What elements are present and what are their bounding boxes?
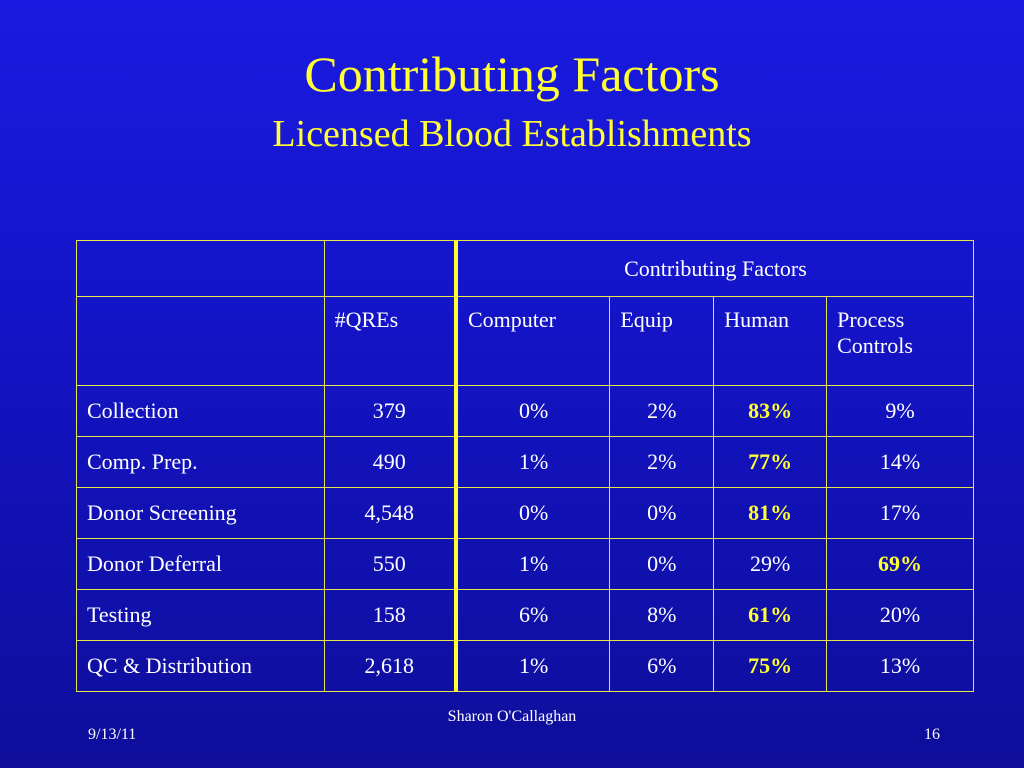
computer-cell: 6% bbox=[453, 589, 611, 641]
table-row: Testing 158 6% 8% 61% 20% bbox=[76, 589, 974, 641]
process-controls-cell: 69% bbox=[826, 538, 974, 590]
table-empty-header-cell bbox=[323, 240, 457, 297]
row-label-cell: Comp. Prep. bbox=[76, 436, 325, 488]
column-header-computer: Computer bbox=[453, 296, 611, 386]
human-cell: 29% bbox=[713, 538, 828, 590]
row-label-cell: Donor Deferral bbox=[76, 538, 325, 590]
equip-cell: 0% bbox=[609, 538, 715, 590]
table-row: Donor Screening 4,548 0% 0% 81% 17% bbox=[76, 487, 974, 539]
row-label-cell: Collection bbox=[76, 385, 325, 437]
equip-cell: 2% bbox=[609, 385, 715, 437]
process-controls-cell: 14% bbox=[826, 436, 974, 488]
qres-cell: 158 bbox=[323, 589, 457, 641]
row-label-cell: Testing bbox=[76, 589, 325, 641]
qres-cell: 550 bbox=[323, 538, 457, 590]
column-header-label bbox=[76, 296, 325, 386]
column-header-human: Human bbox=[713, 296, 828, 386]
table-row: Donor Deferral 550 1% 0% 29% 69% bbox=[76, 538, 974, 590]
equip-cell: 8% bbox=[609, 589, 715, 641]
computer-cell: 1% bbox=[453, 640, 611, 692]
computer-cell: 1% bbox=[453, 436, 611, 488]
process-controls-cell: 9% bbox=[826, 385, 974, 437]
qres-cell: 379 bbox=[323, 385, 457, 437]
computer-cell: 0% bbox=[453, 385, 611, 437]
computer-cell: 1% bbox=[453, 538, 611, 590]
column-header-qres: #QREs bbox=[323, 296, 457, 386]
table-row: Collection 379 0% 2% 83% 9% bbox=[76, 385, 974, 437]
slide-title: Contributing Factors bbox=[304, 46, 720, 102]
equip-cell: 0% bbox=[609, 487, 715, 539]
process-controls-cell: 17% bbox=[826, 487, 974, 539]
table-row: Comp. Prep. 490 1% 2% 77% 14% bbox=[76, 436, 974, 488]
process-controls-cell: 13% bbox=[826, 640, 974, 692]
row-label-cell: Donor Screening bbox=[76, 487, 325, 539]
column-header-process-controls: Process Controls bbox=[826, 296, 974, 386]
qres-cell: 4,548 bbox=[323, 487, 457, 539]
human-cell: 77% bbox=[713, 436, 828, 488]
qres-cell: 2,618 bbox=[323, 640, 457, 692]
footer-date: 9/13/11 bbox=[88, 726, 137, 743]
footer-author: Sharon O'Callaghan bbox=[447, 708, 577, 725]
computer-cell: 0% bbox=[453, 487, 611, 539]
equip-cell: 2% bbox=[609, 436, 715, 488]
human-cell: 75% bbox=[713, 640, 828, 692]
table-column-header-row: #QREs Computer Equip Human Process Contr… bbox=[76, 296, 974, 386]
table-body: Collection 379 0% 2% 83% 9% Comp. Prep. 490 1% 2%… bbox=[76, 385, 974, 692]
human-cell: 81% bbox=[713, 487, 828, 539]
table-row: QC & Distribution 2,618 1% 6% 75% 13% bbox=[76, 640, 974, 692]
equip-cell: 6% bbox=[609, 640, 715, 692]
row-label-cell: QC & Distribution bbox=[76, 640, 325, 692]
process-controls-cell: 20% bbox=[826, 589, 974, 641]
column-header-equip: Equip bbox=[609, 296, 715, 386]
human-cell: 83% bbox=[713, 385, 828, 437]
qres-cell: 490 bbox=[323, 436, 457, 488]
group-header-cell: Contributing Factors bbox=[453, 240, 974, 297]
table-corner-cell bbox=[76, 240, 325, 297]
contributing-factors-table: Contributing Factors #QREs Computer Equi… bbox=[76, 240, 974, 692]
human-cell: 61% bbox=[713, 589, 828, 641]
slide-subtitle: Licensed Blood Establishments bbox=[272, 113, 752, 155]
table-header-row: Contributing Factors bbox=[76, 240, 974, 297]
footer-page-number: 16 bbox=[924, 726, 940, 743]
